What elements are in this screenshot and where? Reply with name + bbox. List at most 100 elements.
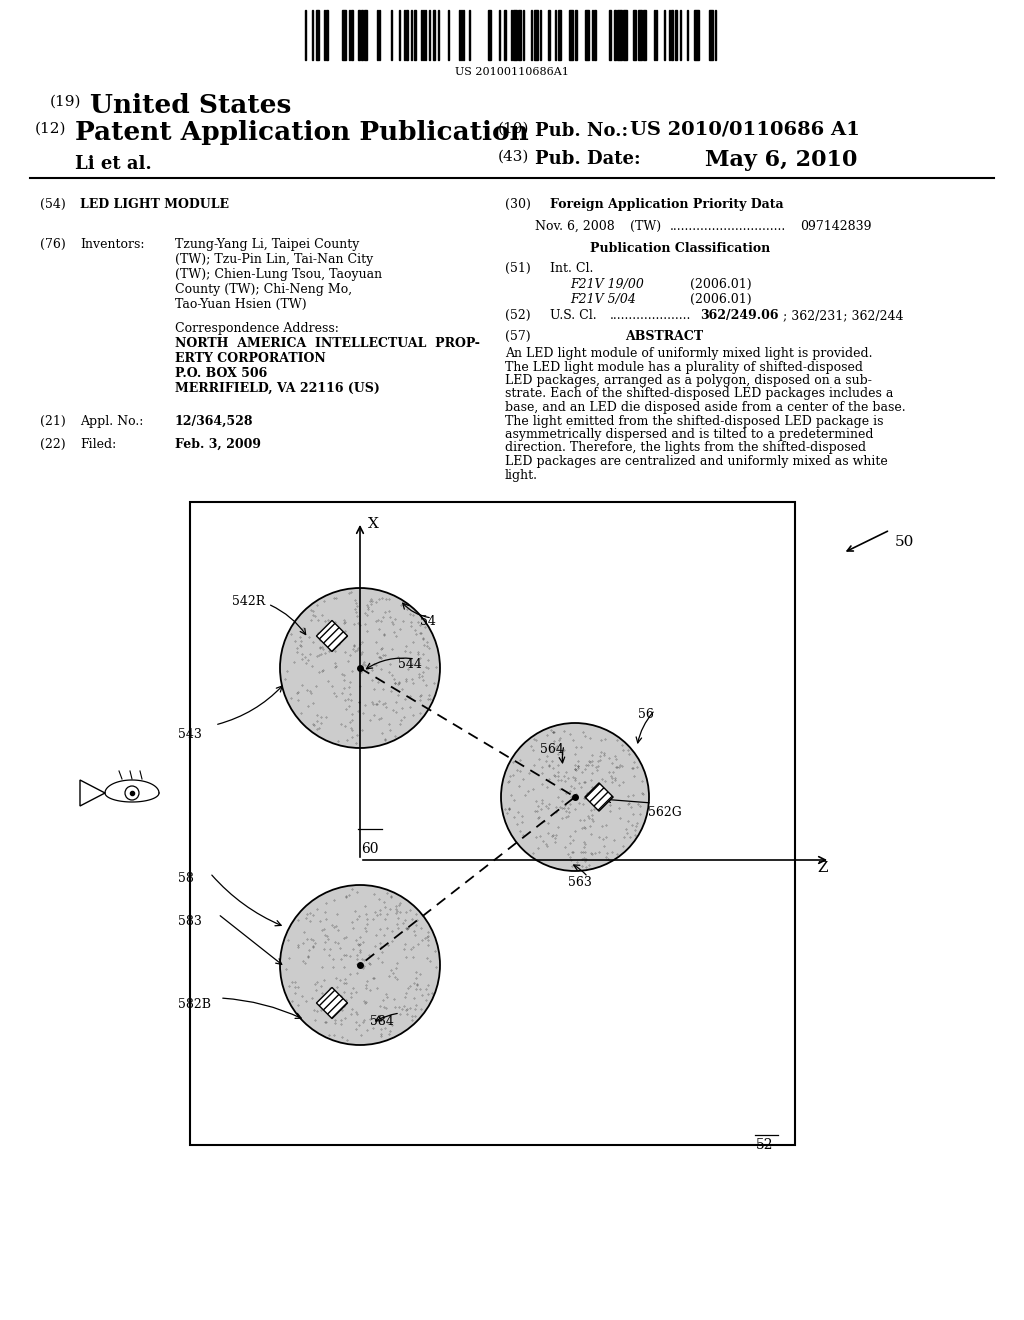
Bar [190, 502, 795, 1144]
Text: ; 362/231; 362/244: ; 362/231; 362/244 [783, 309, 903, 322]
Text: Correspondence Address:: Correspondence Address: [175, 322, 339, 335]
Text: X: X [368, 517, 379, 531]
Bar [406, 11, 408, 59]
Text: Foreign Application Priority Data: Foreign Application Priority Data [550, 198, 783, 211]
Bar [534, 11, 538, 59]
Text: LED packages, arranged as a polygon, disposed on a sub-: LED packages, arranged as a polygon, dis… [505, 374, 871, 387]
Text: 54: 54 [420, 615, 436, 628]
Text: (43): (43) [498, 150, 529, 164]
Text: US 2010/0110686 A1: US 2010/0110686 A1 [630, 121, 860, 139]
Text: An LED light module of uniformly mixed light is provided.: An LED light module of uniformly mixed l… [505, 347, 872, 360]
Bar [709, 11, 713, 59]
Text: Tzung-Yang Li, Taipei County: Tzung-Yang Li, Taipei County [175, 238, 359, 251]
Bar [361, 11, 362, 59]
Bar [585, 11, 589, 59]
Bar [488, 11, 490, 59]
Text: ERTY CORPORATION: ERTY CORPORATION [175, 352, 326, 366]
Text: 56: 56 [638, 708, 654, 721]
Text: (57): (57) [505, 330, 530, 343]
Bar [594, 11, 596, 59]
Circle shape [280, 884, 440, 1045]
Bar [414, 11, 416, 59]
Text: Appl. No.:: Appl. No.: [80, 414, 143, 428]
Text: (TW); Chien-Lung Tsou, Taoyuan: (TW); Chien-Lung Tsou, Taoyuan [175, 268, 382, 281]
Text: 544: 544 [398, 657, 422, 671]
Circle shape [501, 723, 649, 871]
Text: (21): (21) [40, 414, 66, 428]
Text: direction. Therefore, the lights from the shifted-disposed: direction. Therefore, the lights from th… [505, 441, 866, 454]
Circle shape [280, 587, 440, 748]
Text: (54): (54) [40, 198, 66, 211]
Bar [351, 11, 353, 59]
Text: (TW); Tzu-Pin Lin, Tai-Nan City: (TW); Tzu-Pin Lin, Tai-Nan City [175, 253, 374, 267]
Text: 582B: 582B [178, 998, 211, 1011]
Text: (19): (19) [50, 95, 82, 110]
Text: 52: 52 [756, 1138, 773, 1152]
Text: 583: 583 [178, 915, 202, 928]
Text: ..............................: .............................. [670, 220, 786, 234]
Text: (TW): (TW) [630, 220, 662, 234]
Bar [364, 11, 367, 59]
Bar [316, 11, 319, 59]
Text: LED LIGHT MODULE: LED LIGHT MODULE [80, 198, 229, 211]
FancyBboxPatch shape [316, 987, 347, 1019]
Text: (2006.01): (2006.01) [690, 279, 752, 290]
Text: U.S. Cl.: U.S. Cl. [550, 309, 597, 322]
Text: Z: Z [817, 861, 827, 875]
Bar [575, 11, 577, 59]
Text: 50: 50 [895, 535, 914, 549]
Text: Pub. No.:: Pub. No.: [535, 121, 628, 140]
Text: 543: 543 [178, 729, 202, 741]
Text: (51): (51) [505, 261, 530, 275]
Text: .....................: ..................... [610, 309, 691, 322]
FancyBboxPatch shape [585, 783, 613, 812]
Text: Publication Classification: Publication Classification [590, 242, 770, 255]
Text: P.O. BOX 506: P.O. BOX 506 [175, 367, 267, 380]
Bar [623, 11, 627, 59]
Text: 12/364,528: 12/364,528 [175, 414, 254, 428]
Bar [609, 11, 611, 59]
Text: County (TW); Chi-Neng Mo,: County (TW); Chi-Neng Mo, [175, 282, 352, 296]
Text: United States: United States [90, 92, 292, 117]
Text: 542R: 542R [232, 595, 265, 609]
Text: (2006.01): (2006.01) [690, 293, 752, 306]
Bar [638, 11, 642, 59]
Bar [358, 11, 360, 59]
FancyBboxPatch shape [316, 620, 347, 652]
Bar [504, 11, 506, 59]
Bar [558, 11, 561, 59]
Text: Li et al.: Li et al. [75, 154, 152, 173]
Text: Filed:: Filed: [80, 438, 117, 451]
Bar [513, 11, 517, 59]
Text: 584: 584 [370, 1015, 394, 1028]
Bar [617, 11, 622, 59]
Text: Feb. 3, 2009: Feb. 3, 2009 [175, 438, 261, 451]
Text: (76): (76) [40, 238, 66, 251]
Text: base, and an LED die disposed aside from a center of the base.: base, and an LED die disposed aside from… [505, 401, 905, 414]
Bar [342, 11, 346, 59]
Text: strate. Each of the shifted-disposed LED packages includes a: strate. Each of the shifted-disposed LED… [505, 388, 893, 400]
Bar [548, 11, 550, 59]
Text: (10): (10) [498, 121, 529, 136]
Text: (12): (12) [35, 121, 67, 136]
Bar [694, 11, 699, 59]
Bar [614, 11, 616, 59]
Text: Tao-Yuan Hsien (TW): Tao-Yuan Hsien (TW) [175, 298, 306, 312]
Text: Nov. 6, 2008: Nov. 6, 2008 [535, 220, 614, 234]
Bar [643, 11, 646, 59]
Text: The LED light module has a plurality of shifted-disposed: The LED light module has a plurality of … [505, 360, 863, 374]
Bar [569, 11, 573, 59]
Bar [433, 11, 435, 59]
Bar [518, 11, 521, 59]
Bar [633, 11, 636, 59]
Text: light.: light. [505, 469, 538, 482]
Text: 564: 564 [540, 743, 564, 756]
Text: asymmetrically dispersed and is tilted to a predetermined: asymmetrically dispersed and is tilted t… [505, 428, 873, 441]
Text: US 20100110686A1: US 20100110686A1 [455, 67, 569, 77]
Text: F21V 19/00: F21V 19/00 [570, 279, 644, 290]
Text: MERRIFIELD, VA 22116 (US): MERRIFIELD, VA 22116 (US) [175, 381, 380, 395]
Text: ABSTRACT: ABSTRACT [625, 330, 703, 343]
Text: F21V 5/04: F21V 5/04 [570, 293, 636, 306]
Text: 362/249.06: 362/249.06 [700, 309, 778, 322]
Text: (30): (30) [505, 198, 530, 211]
